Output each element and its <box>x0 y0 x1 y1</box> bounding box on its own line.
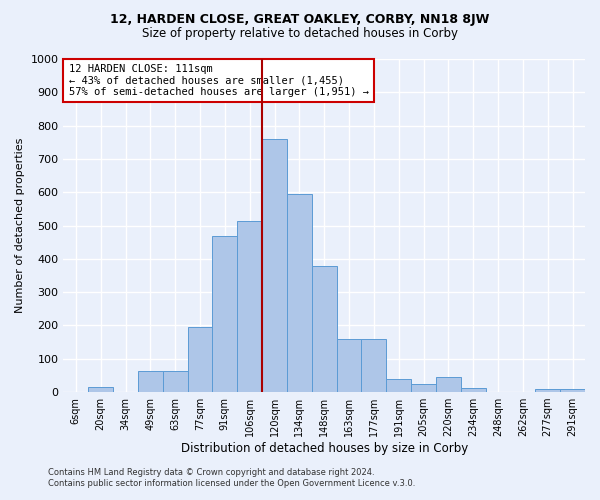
Bar <box>188 327 212 392</box>
Bar <box>386 379 411 392</box>
Y-axis label: Number of detached properties: Number of detached properties <box>15 138 25 313</box>
Text: 12 HARDEN CLOSE: 111sqm
← 43% of detached houses are smaller (1,455)
57% of semi: 12 HARDEN CLOSE: 111sqm ← 43% of detache… <box>68 64 368 97</box>
Bar <box>163 372 188 392</box>
Text: Contains HM Land Registry data © Crown copyright and database right 2024.
Contai: Contains HM Land Registry data © Crown c… <box>48 468 415 487</box>
X-axis label: Distribution of detached houses by size in Corby: Distribution of detached houses by size … <box>181 442 468 455</box>
Bar <box>88 387 113 392</box>
Bar <box>312 266 337 392</box>
Bar <box>535 390 560 392</box>
Text: Size of property relative to detached houses in Corby: Size of property relative to detached ho… <box>142 28 458 40</box>
Bar <box>560 390 585 392</box>
Bar <box>361 339 386 392</box>
Bar <box>262 139 287 392</box>
Bar <box>237 220 262 392</box>
Bar <box>212 236 237 392</box>
Bar <box>461 388 485 392</box>
Bar <box>287 194 312 392</box>
Bar <box>411 384 436 392</box>
Bar <box>138 372 163 392</box>
Bar <box>436 377 461 392</box>
Text: 12, HARDEN CLOSE, GREAT OAKLEY, CORBY, NN18 8JW: 12, HARDEN CLOSE, GREAT OAKLEY, CORBY, N… <box>110 12 490 26</box>
Bar <box>337 339 361 392</box>
